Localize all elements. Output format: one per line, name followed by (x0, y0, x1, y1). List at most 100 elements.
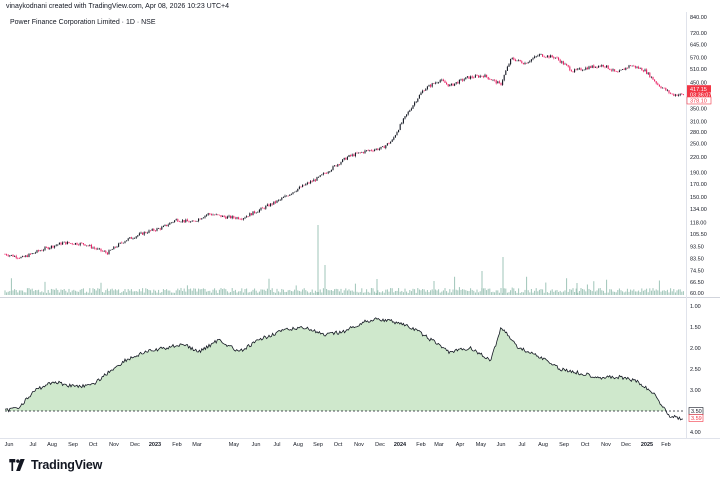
candle-body (71, 243, 73, 245)
volume-bar (209, 290, 211, 295)
candle-body (73, 244, 75, 245)
time-tick-label: Jun (497, 442, 506, 448)
volume-bar (385, 289, 387, 295)
indicator-tick-label: 4.00 (690, 430, 701, 436)
candle-body (631, 65, 633, 67)
candle-body (252, 211, 254, 216)
volume-bar (398, 288, 400, 295)
volume-bar (390, 288, 392, 295)
volume-bar (148, 289, 150, 295)
candle-body (671, 93, 673, 95)
candle-body (494, 79, 496, 81)
volume-bar (17, 292, 19, 295)
volume-bar (346, 290, 348, 295)
volume-bar (254, 288, 256, 295)
volume-bar (447, 292, 449, 295)
volume-bar (329, 290, 331, 295)
candle-body (234, 217, 236, 219)
candle-body (68, 241, 70, 244)
candle-body (158, 228, 160, 229)
tradingview-watermark[interactable]: TradingView (7, 458, 102, 472)
volume-bar (410, 291, 412, 295)
candle-body (111, 249, 113, 250)
candle-body (436, 82, 438, 84)
candle-body (617, 71, 619, 73)
volume-bar (542, 289, 544, 295)
volume-bar (9, 291, 11, 295)
volume-bar (670, 288, 672, 295)
volume-bar (378, 292, 380, 295)
volume-bar (158, 289, 160, 295)
candle-body (623, 69, 625, 70)
volume-bar (84, 292, 86, 295)
volume-bar (558, 291, 560, 295)
candle-body (418, 94, 420, 99)
candle-body (282, 197, 284, 199)
candle-body (228, 215, 230, 217)
volume-bar (58, 292, 60, 295)
candle-body (574, 69, 576, 73)
candle-body (135, 236, 137, 239)
volume-bar (150, 290, 152, 295)
volume-bar (607, 292, 609, 295)
time-tick-label: Jul (29, 442, 36, 448)
volume-bar (612, 291, 614, 295)
volume-bar (294, 289, 296, 295)
volume-bar (42, 292, 44, 295)
volume-bar (574, 291, 576, 295)
candle-body (319, 175, 321, 177)
volume-bar (503, 288, 505, 295)
volume-bar (572, 288, 574, 295)
candle-body (262, 207, 264, 209)
candle-body (522, 63, 524, 65)
candle-body (642, 70, 644, 72)
candle-body (474, 75, 476, 78)
volume-bar (524, 289, 526, 295)
candle-body (641, 68, 643, 71)
candle-body (402, 118, 404, 123)
candle-body (599, 65, 601, 67)
volume-bar (526, 276, 528, 295)
candle-body (655, 81, 657, 84)
candle-body (49, 247, 51, 250)
candle-body (428, 85, 430, 87)
candle-body (503, 74, 505, 81)
volume-bar (454, 276, 456, 295)
volume-bar (471, 289, 473, 295)
candle-body (103, 251, 105, 252)
candle-body (385, 145, 387, 149)
volume-bar (569, 289, 571, 295)
volume-bar (426, 289, 428, 295)
volume-bar (310, 292, 312, 295)
candle-body (183, 220, 185, 222)
volume-bar (673, 289, 675, 295)
price-tick-label: 645.00 (690, 43, 707, 49)
candle-body (596, 66, 598, 68)
candle-body (580, 68, 582, 71)
volume-bar (182, 290, 184, 295)
volume-bar (242, 292, 244, 295)
candle-body (289, 194, 291, 196)
volume-bar (620, 290, 622, 295)
candle-body (302, 184, 304, 188)
volume-bar (153, 289, 155, 295)
candle-body (620, 69, 622, 71)
indicator-tick-label: 1.50 (690, 325, 701, 331)
candle-body (279, 199, 281, 201)
candle-body (578, 68, 580, 69)
candle-body (348, 155, 350, 157)
volume-bar (177, 288, 179, 295)
volume-bar (474, 292, 476, 295)
indicator-secondary-tag (688, 414, 704, 422)
volume-bar (73, 289, 75, 295)
candle-body (47, 247, 49, 250)
candle-body (66, 241, 68, 245)
volume-bar (441, 291, 443, 295)
candle-body (519, 59, 521, 62)
volume-bar (241, 288, 243, 295)
candle-body (465, 77, 467, 80)
candle-body (466, 76, 468, 78)
time-tick-label: 2024 (394, 442, 407, 448)
candle-body (551, 55, 553, 58)
